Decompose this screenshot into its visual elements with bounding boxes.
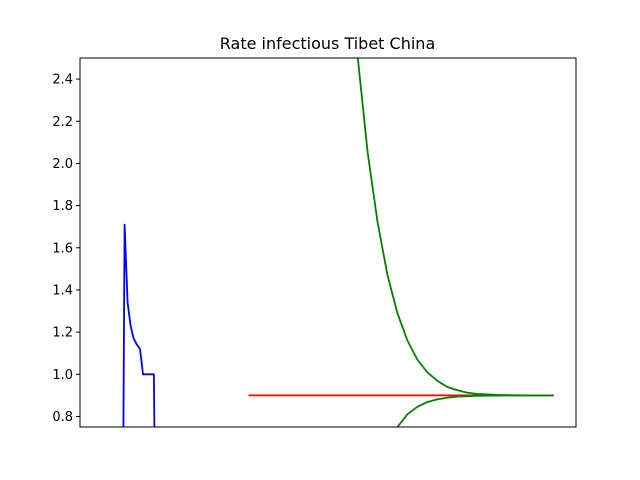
y-tick-label: 0.8 (52, 410, 73, 425)
plot-frame (79, 57, 577, 428)
y-tick-label: 1.2 (52, 326, 73, 341)
series-line-3 (356, 58, 554, 397)
series-layer (122, 58, 554, 427)
series-line-4 (396, 394, 554, 427)
chart-title: Rate infectious Tibet China (220, 34, 436, 53)
y-tick-label: 1.0 (52, 368, 73, 383)
series-line-1 (122, 223, 156, 427)
y-tick-label: 2.4 (52, 73, 73, 88)
y-axis: 0.8 1.0 1.2 1.4 1.6 1.8 2.0 2.2 2.4 (52, 73, 80, 425)
y-tick-label: 1.8 (52, 199, 73, 214)
y-tick-label: 2.0 (52, 157, 73, 172)
y-tick-label: 1.6 (52, 241, 73, 256)
y-tick-label: 2.2 (52, 115, 73, 130)
y-tick-label: 1.4 (52, 283, 73, 298)
